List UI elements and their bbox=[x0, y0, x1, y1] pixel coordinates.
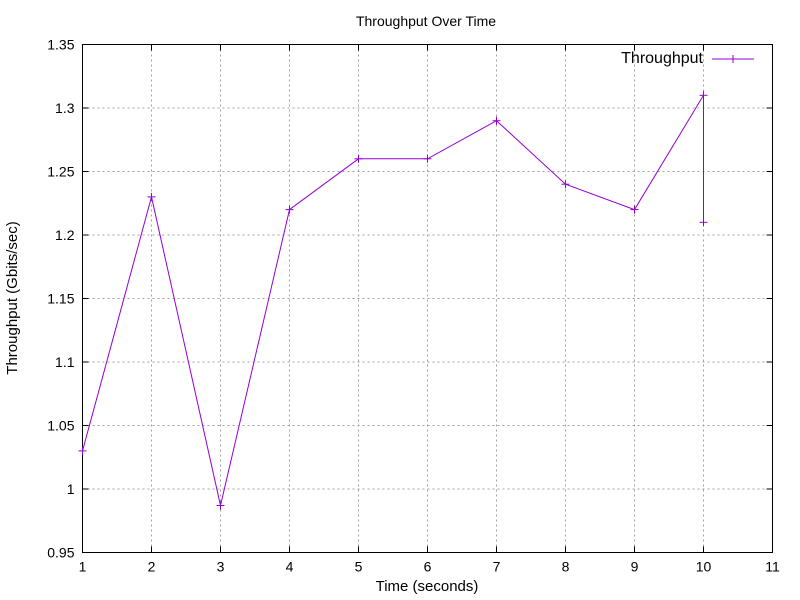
x-axis-label: Time (seconds) bbox=[376, 578, 479, 595]
chart-title: Throughput Over Time bbox=[356, 13, 496, 29]
legend-swatch-marker bbox=[729, 55, 737, 63]
x-tick-label: 1 bbox=[79, 559, 87, 575]
y-tick-label: 1.25 bbox=[47, 164, 74, 180]
data-point bbox=[630, 205, 639, 214]
legend-label-throughput: Throughput bbox=[621, 50, 703, 67]
y-tick-label: 1.1 bbox=[55, 354, 75, 370]
data-point bbox=[423, 154, 432, 163]
x-tick-label: 4 bbox=[286, 559, 294, 575]
data-point bbox=[492, 116, 501, 125]
x-tick-label: 2 bbox=[148, 559, 156, 575]
y-tick-label: 1.15 bbox=[47, 291, 74, 307]
y-tick-label: 0.95 bbox=[47, 545, 74, 561]
x-tick-label: 5 bbox=[355, 559, 363, 575]
x-tick-label: 7 bbox=[493, 559, 501, 575]
data-point bbox=[354, 154, 363, 163]
x-tick-label: 10 bbox=[696, 559, 712, 575]
y-axis-label: Throughput (Gbits/sec) bbox=[4, 221, 21, 374]
y-tick-label: 1.3 bbox=[55, 100, 75, 116]
data-point bbox=[285, 205, 294, 214]
x-tick-label: 9 bbox=[631, 559, 639, 575]
y-tick-label: 1.05 bbox=[47, 418, 74, 434]
grid bbox=[82, 44, 773, 553]
data-point bbox=[147, 192, 156, 201]
x-tick-label: 6 bbox=[424, 559, 432, 575]
ticks: 1 2 3 4 5 6 7 8 9 10 11 0.95 1 1.05 1.1 1.15 1.2 1.25 1.3 1… bbox=[47, 37, 780, 575]
data-point bbox=[561, 180, 570, 189]
legend-marker-plus bbox=[729, 55, 737, 63]
series-layer bbox=[78, 91, 708, 510]
data-point bbox=[699, 91, 708, 100]
x-tick-label: 3 bbox=[217, 559, 225, 575]
y-tick-label: 1.35 bbox=[47, 37, 74, 53]
data-point bbox=[216, 501, 225, 510]
x-tick-label: 8 bbox=[562, 559, 570, 575]
x-tick-label: 11 bbox=[765, 559, 780, 575]
legend: Throughput bbox=[621, 50, 754, 67]
y-tick-label: 1 bbox=[67, 481, 75, 497]
data-point bbox=[699, 218, 708, 227]
y-tick-label: 1.2 bbox=[55, 227, 75, 243]
data-point bbox=[78, 446, 87, 455]
